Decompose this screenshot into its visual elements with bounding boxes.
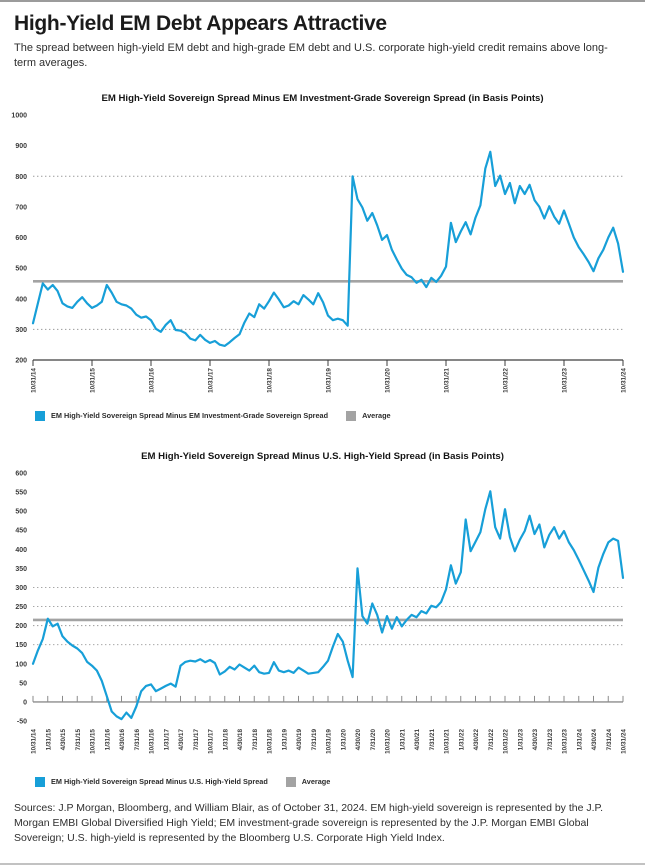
svg-text:50: 50 — [19, 680, 27, 687]
svg-text:7/31/22: 7/31/22 — [488, 728, 495, 750]
svg-text:200: 200 — [15, 623, 27, 630]
svg-text:4/30/19: 4/30/19 — [296, 728, 303, 750]
svg-text:7/31/23: 7/31/23 — [547, 728, 554, 750]
chart-1-legend-series-label: EM High-Yield Sovereign Spread Minus EM … — [51, 411, 329, 421]
svg-text:4/30/15: 4/30/15 — [60, 728, 67, 750]
svg-text:7/31/18: 7/31/18 — [252, 728, 259, 750]
svg-text:10/31/22: 10/31/22 — [503, 728, 510, 753]
svg-text:10/31/21: 10/31/21 — [444, 728, 451, 753]
svg-text:10/31/20: 10/31/20 — [385, 367, 392, 392]
svg-text:900: 900 — [15, 143, 27, 150]
svg-text:600: 600 — [15, 470, 27, 477]
svg-text:700: 700 — [15, 204, 27, 211]
svg-text:600: 600 — [15, 235, 27, 242]
svg-text:4/30/21: 4/30/21 — [414, 728, 421, 750]
svg-text:500: 500 — [15, 265, 27, 272]
svg-text:1/31/22: 1/31/22 — [458, 728, 465, 750]
svg-text:4/30/16: 4/30/16 — [119, 728, 126, 750]
svg-text:1/31/21: 1/31/21 — [399, 728, 406, 750]
svg-text:10/31/23: 10/31/23 — [562, 728, 569, 753]
svg-text:10/31/19: 10/31/19 — [326, 728, 333, 753]
svg-text:4/30/18: 4/30/18 — [237, 728, 244, 750]
svg-text:400: 400 — [15, 296, 27, 303]
chart-2-legend-series-label: EM High-Yield Sovereign Spread Minus U.S… — [51, 777, 268, 787]
svg-text:100: 100 — [15, 661, 27, 668]
svg-text:500: 500 — [15, 508, 27, 515]
svg-text:10/31/19: 10/31/19 — [326, 367, 333, 392]
svg-text:150: 150 — [15, 642, 27, 649]
svg-text:7/31/20: 7/31/20 — [370, 728, 377, 750]
chart-1-legend-average: Average — [346, 410, 391, 421]
svg-text:10/31/24: 10/31/24 — [621, 728, 628, 753]
chart-1-section: EM High-Yield Sovereign Spread Minus EM … — [0, 93, 645, 421]
svg-text:7/31/19: 7/31/19 — [311, 728, 318, 750]
svg-text:550: 550 — [15, 489, 27, 496]
svg-text:4/30/17: 4/30/17 — [178, 728, 185, 750]
chart-2-legend-series: EM High-Yield Sovereign Spread Minus U.S… — [35, 776, 268, 787]
svg-text:250: 250 — [15, 604, 27, 611]
svg-text:10/31/15: 10/31/15 — [90, 367, 97, 392]
svg-text:10/31/17: 10/31/17 — [208, 728, 215, 753]
svg-text:-50: -50 — [17, 718, 27, 725]
svg-text:10/31/18: 10/31/18 — [267, 728, 274, 753]
svg-text:4/30/20: 4/30/20 — [355, 728, 362, 750]
svg-text:4/30/24: 4/30/24 — [591, 728, 598, 750]
svg-text:1/31/20: 1/31/20 — [340, 728, 347, 750]
svg-text:10/31/14: 10/31/14 — [31, 367, 38, 392]
svg-text:400: 400 — [15, 547, 27, 554]
average-swatch-icon — [346, 410, 357, 421]
svg-text:10/31/20: 10/31/20 — [385, 728, 392, 753]
chart-1-legend-average-label: Average — [362, 411, 391, 421]
svg-text:10/31/24: 10/31/24 — [621, 367, 628, 392]
svg-text:0: 0 — [23, 699, 27, 706]
svg-text:10/31/14: 10/31/14 — [31, 728, 38, 753]
svg-text:10/31/15: 10/31/15 — [90, 728, 97, 753]
chart-1-plot: 200 300 400 500 600 700 800 900 1000 10/31/14 10/3… — [11, 112, 628, 392]
svg-text:1/31/18: 1/31/18 — [222, 728, 229, 750]
svg-text:7/31/16: 7/31/16 — [134, 728, 141, 750]
svg-text:10/31/21: 10/31/21 — [444, 367, 451, 392]
average-swatch-icon — [285, 776, 296, 787]
svg-text:10/31/16: 10/31/16 — [149, 728, 156, 753]
svg-text:1/31/15: 1/31/15 — [45, 728, 52, 750]
svg-text:7/31/24: 7/31/24 — [606, 728, 613, 750]
chart-1-legend: EM High-Yield Sovereign Spread Minus EM … — [35, 410, 645, 421]
svg-text:10/31/16: 10/31/16 — [149, 367, 156, 392]
svg-text:4/30/23: 4/30/23 — [532, 728, 539, 750]
svg-text:300: 300 — [15, 327, 27, 334]
svg-text:7/31/17: 7/31/17 — [193, 728, 200, 750]
chart-2-legend: EM High-Yield Sovereign Spread Minus U.S… — [35, 776, 645, 787]
chart-2-legend-average: Average — [285, 776, 331, 787]
series-swatch-icon — [35, 776, 45, 787]
svg-text:10/31/23: 10/31/23 — [562, 367, 569, 392]
chart-2-title: EM High-Yield Sovereign Spread Minus U.S… — [141, 450, 504, 462]
svg-text:300: 300 — [15, 585, 27, 592]
svg-text:10/31/17: 10/31/17 — [208, 367, 215, 392]
svg-text:1/31/17: 1/31/17 — [163, 728, 170, 750]
chart-1-legend-series: EM High-Yield Sovereign Spread Minus EM … — [35, 410, 329, 421]
chart-2-plot: -50 0 50 100 150 200 250 300 350 400 450 500 550 600 1… — [15, 470, 628, 753]
svg-text:10/31/22: 10/31/22 — [503, 367, 510, 392]
page-title: High-Yield EM Debt Appears Attractive — [14, 12, 387, 35]
svg-text:350: 350 — [15, 566, 27, 573]
svg-text:200: 200 — [15, 357, 27, 364]
svg-text:450: 450 — [15, 528, 27, 535]
svg-text:1000: 1000 — [11, 112, 27, 119]
svg-text:1/31/16: 1/31/16 — [104, 728, 111, 750]
svg-text:7/31/21: 7/31/21 — [429, 728, 436, 750]
svg-text:4/30/22: 4/30/22 — [473, 728, 480, 750]
chart-2-legend-average-label: Average — [301, 777, 331, 787]
svg-text:1/31/24: 1/31/24 — [576, 728, 583, 750]
svg-text:1/31/23: 1/31/23 — [517, 728, 524, 750]
svg-text:7/31/15: 7/31/15 — [75, 728, 82, 750]
page-subtitle: The spread between high-yield EM debt an… — [14, 42, 608, 69]
series-swatch-icon — [35, 410, 45, 421]
sources-note: Sources: J.P Morgan, Bloomberg, and Will… — [14, 801, 604, 844]
svg-text:10/31/18: 10/31/18 — [267, 367, 274, 392]
svg-text:800: 800 — [15, 174, 27, 181]
chart-1-title: EM High-Yield Sovereign Spread Minus EM … — [101, 92, 544, 104]
chart-2-section: EM High-Yield Sovereign Spread Minus U.S… — [0, 451, 645, 787]
svg-text:1/31/19: 1/31/19 — [281, 728, 288, 750]
